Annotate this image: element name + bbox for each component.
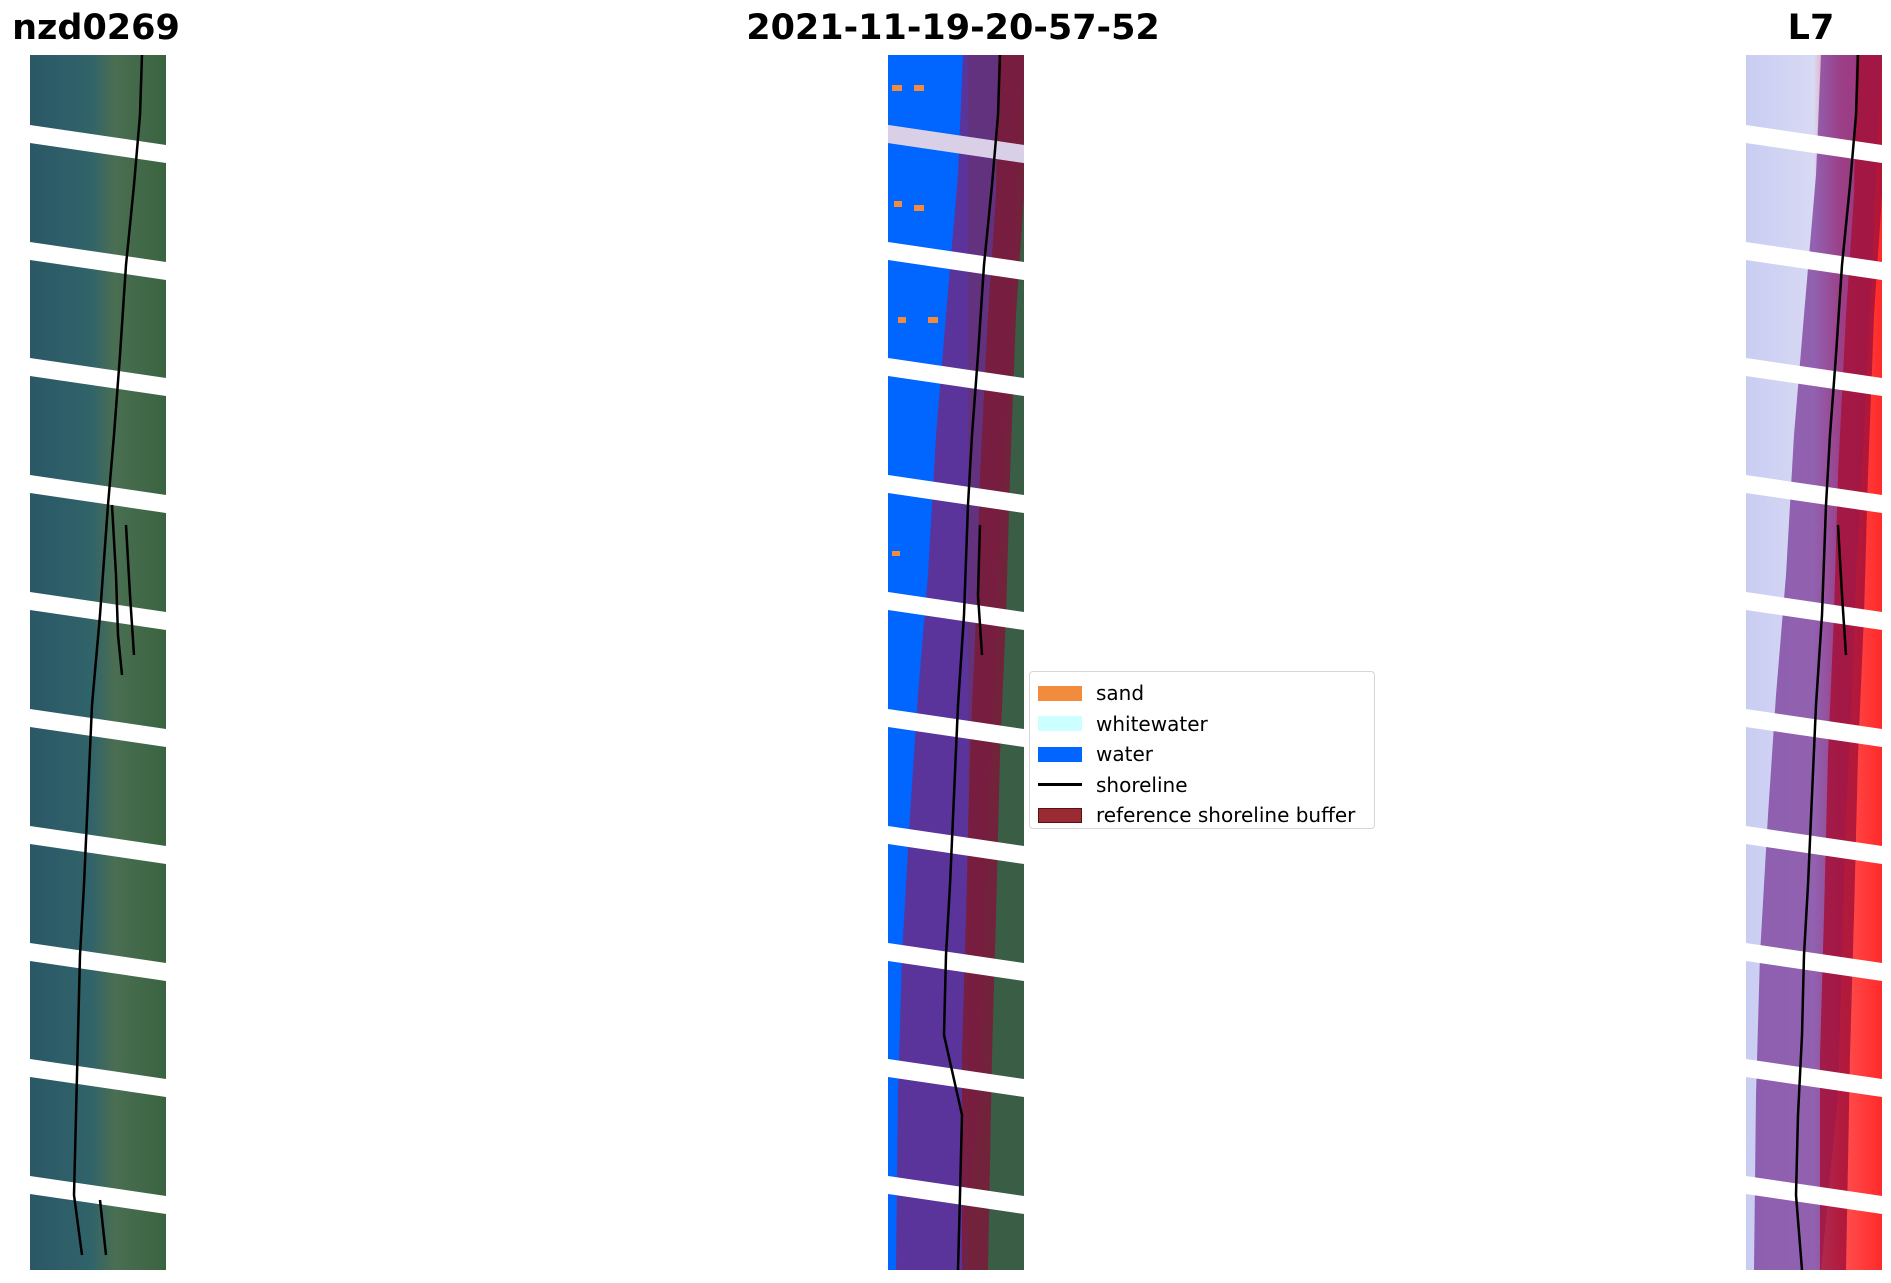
title-satellite: L7 <box>1787 8 1835 48</box>
legend-swatch-sand <box>1038 685 1082 701</box>
legend-swatch-shoreline <box>1038 783 1082 787</box>
legend-label: shoreline <box>1096 772 1188 797</box>
legend-swatch-water <box>1038 746 1082 762</box>
legend-item-shoreline: shoreline <box>1038 770 1366 801</box>
classified-image-panel <box>888 55 1024 1270</box>
title-date: 2021-11-19-20-57-52 <box>746 8 1160 48</box>
legend-item-buffer: reference shoreline buffer <box>1038 800 1366 831</box>
legend-label: whitewater <box>1096 711 1208 736</box>
legend: sand whitewater water shoreline referenc… <box>1029 671 1375 829</box>
legend-swatch-whitewater <box>1038 716 1082 732</box>
title-site-id: nzd0269 <box>12 8 180 48</box>
legend-item-whitewater: whitewater <box>1038 709 1366 740</box>
legend-item-sand: sand <box>1038 678 1366 709</box>
legend-item-water: water <box>1038 739 1366 770</box>
legend-swatch-buffer <box>1038 807 1082 823</box>
legend-label: reference shoreline buffer <box>1096 803 1356 828</box>
index-image-panel <box>1746 55 1882 1270</box>
rgb-image-panel <box>30 55 166 1270</box>
legend-label: water <box>1096 742 1153 767</box>
legend-label: sand <box>1096 681 1145 706</box>
